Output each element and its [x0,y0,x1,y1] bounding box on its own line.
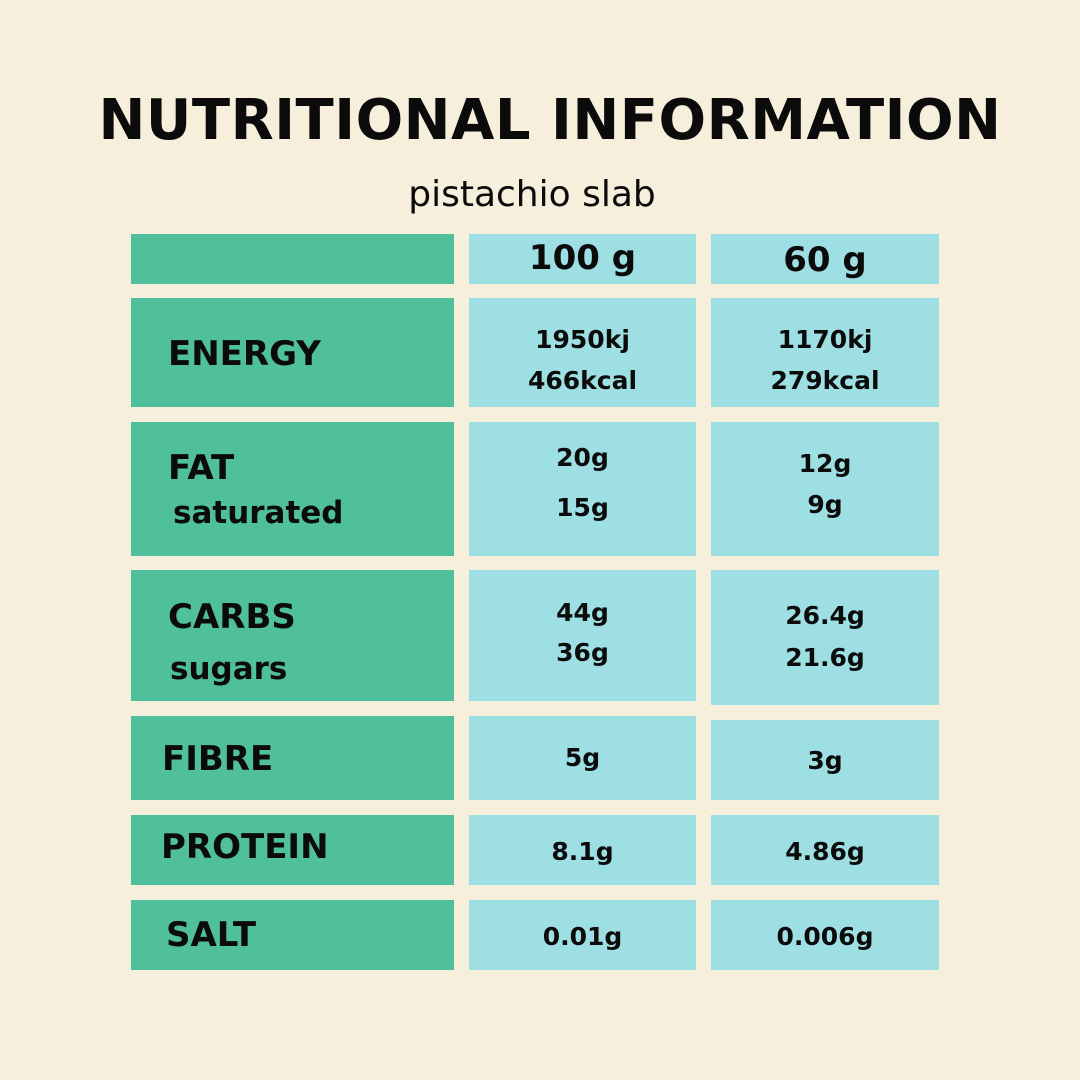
fat-100g-saturated: 15g [556,493,609,522]
salt-60g-cell: 0.006g [711,900,939,970]
row-label-energy: ENERGY [131,298,454,407]
carbs-60g-cell: 26.4g 21.6g [711,570,939,705]
fibre-label: FIBRE [162,739,274,779]
fibre-100g-cell: 5g [469,716,696,800]
fat-100g-total: 20g [556,443,609,472]
energy-100g-kj: 1950kj [535,325,630,354]
page-title: NUTRITIONAL INFORMATION [98,88,1002,153]
salt-label: SALT [166,915,257,955]
salt-100g-cell: 0.01g [469,900,696,970]
energy-100g-cell: 1950kj 466kcal [469,298,696,407]
fibre-60g-value: 3g [807,746,843,775]
fibre-60g-cell: 3g [711,720,939,800]
salt-100g-value: 0.01g [542,922,623,951]
fat-60g-saturated: 9g [807,490,843,519]
fat-100g-cell: 20g 15g [469,422,696,556]
column-header-100g: 100 g [469,234,696,284]
row-label-salt: SALT [131,900,454,970]
row-label-fibre: FIBRE [131,716,454,800]
column-header-100g-label: 100 g [528,238,637,278]
fat-saturated-label: saturated [173,495,344,531]
fibre-100g-value: 5g [564,743,601,772]
protein-60g-value: 4.86g [785,837,865,866]
carbs-100g-total: 44g [556,598,609,627]
energy-label: ENERGY [168,334,321,374]
protein-label: PROTEIN [161,827,329,867]
energy-60g-cell: 1170kj 279kcal [711,298,939,407]
column-header-60g: 60 g [711,234,939,284]
salt-60g-value: 0.006g [776,922,874,951]
carbs-60g-total: 26.4g [785,601,865,630]
row-label-fat: FAT saturated [131,422,454,556]
carbs-100g-cell: 44g 36g [469,570,696,701]
energy-60g-kcal: 279kcal [770,366,880,395]
column-header-60g-label: 60 g [783,240,867,280]
fat-label: FAT [168,448,235,488]
product-name: pistachio slab [408,174,656,215]
carbs-sugars-label: sugars [170,651,288,687]
protein-100g-value: 8.1g [551,837,614,866]
energy-60g-kj: 1170kj [777,325,873,354]
carbs-100g-sugars: 36g [556,638,609,667]
carbs-label: CARBS [168,597,296,637]
carbs-60g-sugars: 21.6g [785,643,865,672]
energy-100g-kcal: 466kcal [527,366,638,395]
fat-60g-cell: 12g 9g [711,422,939,556]
fat-60g-total: 12g [798,449,852,478]
header-blank-cell [131,234,454,284]
row-label-carbs: CARBS sugars [131,570,454,701]
row-label-protein: PROTEIN [131,815,454,885]
protein-100g-cell: 8.1g [469,815,696,885]
protein-60g-cell: 4.86g [711,815,939,885]
